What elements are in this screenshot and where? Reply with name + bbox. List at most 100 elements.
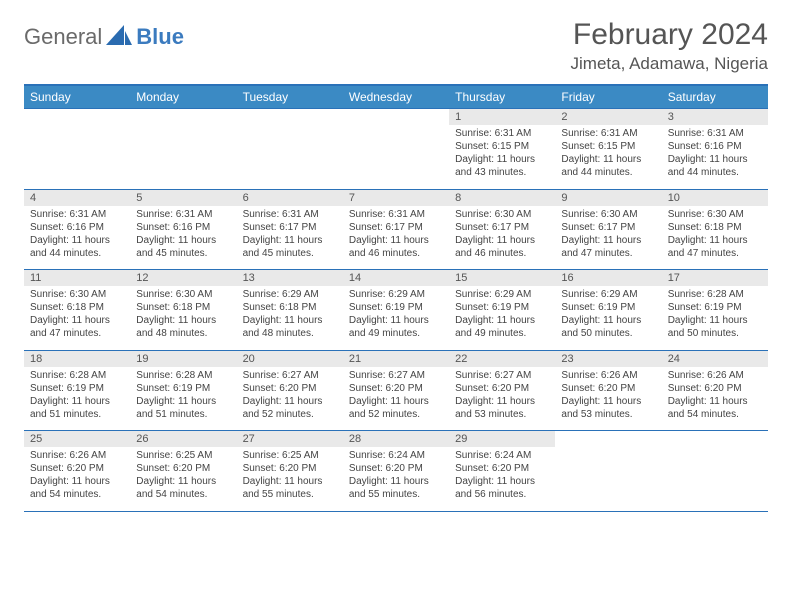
day-header: Wednesday <box>343 85 449 109</box>
day-details: Sunrise: 6:30 AMSunset: 6:18 PMDaylight:… <box>662 206 768 270</box>
daylight-text: Daylight: 11 hours and 51 minutes. <box>30 395 124 421</box>
sunrise-text: Sunrise: 6:28 AM <box>668 288 762 301</box>
day-details: Sunrise: 6:30 AMSunset: 6:18 PMDaylight:… <box>130 286 236 350</box>
sunrise-text: Sunrise: 6:24 AM <box>455 449 549 462</box>
day-details: Sunrise: 6:24 AMSunset: 6:20 PMDaylight:… <box>343 447 449 511</box>
day-number: 29 <box>449 431 555 448</box>
daylight-text: Daylight: 11 hours and 51 minutes. <box>136 395 230 421</box>
empty-cell <box>662 431 768 448</box>
day-number: 12 <box>130 270 236 287</box>
day-number-row: 2526272829 <box>24 431 768 448</box>
day-number: 3 <box>662 109 768 126</box>
sunset-text: Sunset: 6:19 PM <box>136 382 230 395</box>
day-details: Sunrise: 6:30 AMSunset: 6:17 PMDaylight:… <box>555 206 661 270</box>
sunrise-text: Sunrise: 6:29 AM <box>561 288 655 301</box>
sunrise-text: Sunrise: 6:31 AM <box>349 208 443 221</box>
daylight-text: Daylight: 11 hours and 54 minutes. <box>30 475 124 501</box>
daylight-text: Daylight: 11 hours and 47 minutes. <box>561 234 655 260</box>
sunrise-text: Sunrise: 6:27 AM <box>455 369 549 382</box>
sunrise-text: Sunrise: 6:30 AM <box>455 208 549 221</box>
daylight-text: Daylight: 11 hours and 53 minutes. <box>455 395 549 421</box>
calendar-table: SundayMondayTuesdayWednesdayThursdayFrid… <box>24 84 768 512</box>
day-details: Sunrise: 6:31 AMSunset: 6:17 PMDaylight:… <box>343 206 449 270</box>
day-details: Sunrise: 6:31 AMSunset: 6:16 PMDaylight:… <box>662 125 768 189</box>
day-details: Sunrise: 6:31 AMSunset: 6:15 PMDaylight:… <box>449 125 555 189</box>
day-detail-row: Sunrise: 6:28 AMSunset: 6:19 PMDaylight:… <box>24 367 768 431</box>
daylight-text: Daylight: 11 hours and 47 minutes. <box>668 234 762 260</box>
day-number: 4 <box>24 189 130 206</box>
day-number: 5 <box>130 189 236 206</box>
daylight-text: Daylight: 11 hours and 52 minutes. <box>349 395 443 421</box>
day-number: 22 <box>449 350 555 367</box>
sunset-text: Sunset: 6:16 PM <box>30 221 124 234</box>
sunrise-text: Sunrise: 6:30 AM <box>561 208 655 221</box>
daylight-text: Daylight: 11 hours and 49 minutes. <box>455 314 549 340</box>
day-details: Sunrise: 6:31 AMSunset: 6:16 PMDaylight:… <box>130 206 236 270</box>
sunset-text: Sunset: 6:20 PM <box>243 462 337 475</box>
sunrise-text: Sunrise: 6:26 AM <box>30 449 124 462</box>
day-details: Sunrise: 6:27 AMSunset: 6:20 PMDaylight:… <box>449 367 555 431</box>
sunset-text: Sunset: 6:17 PM <box>243 221 337 234</box>
day-details: Sunrise: 6:29 AMSunset: 6:19 PMDaylight:… <box>343 286 449 350</box>
sunrise-text: Sunrise: 6:30 AM <box>668 208 762 221</box>
sunrise-text: Sunrise: 6:31 AM <box>455 127 549 140</box>
sunrise-text: Sunrise: 6:29 AM <box>455 288 549 301</box>
sunrise-text: Sunrise: 6:26 AM <box>668 369 762 382</box>
sunrise-text: Sunrise: 6:30 AM <box>136 288 230 301</box>
sunset-text: Sunset: 6:20 PM <box>30 462 124 475</box>
sunset-text: Sunset: 6:19 PM <box>349 301 443 314</box>
day-number: 27 <box>237 431 343 448</box>
day-number: 25 <box>24 431 130 448</box>
day-number: 23 <box>555 350 661 367</box>
sunset-text: Sunset: 6:16 PM <box>136 221 230 234</box>
empty-cell <box>555 447 661 511</box>
sunset-text: Sunset: 6:17 PM <box>561 221 655 234</box>
day-number: 9 <box>555 189 661 206</box>
sunset-text: Sunset: 6:15 PM <box>455 140 549 153</box>
day-details: Sunrise: 6:24 AMSunset: 6:20 PMDaylight:… <box>449 447 555 511</box>
sunset-text: Sunset: 6:20 PM <box>349 382 443 395</box>
daylight-text: Daylight: 11 hours and 55 minutes. <box>243 475 337 501</box>
day-number: 6 <box>237 189 343 206</box>
daylight-text: Daylight: 11 hours and 52 minutes. <box>243 395 337 421</box>
day-details: Sunrise: 6:31 AMSunset: 6:17 PMDaylight:… <box>237 206 343 270</box>
day-details: Sunrise: 6:27 AMSunset: 6:20 PMDaylight:… <box>237 367 343 431</box>
sunrise-text: Sunrise: 6:31 AM <box>243 208 337 221</box>
empty-cell <box>130 109 236 126</box>
sunset-text: Sunset: 6:20 PM <box>455 462 549 475</box>
sunset-text: Sunset: 6:15 PM <box>561 140 655 153</box>
daylight-text: Daylight: 11 hours and 53 minutes. <box>561 395 655 421</box>
daylight-text: Daylight: 11 hours and 49 minutes. <box>349 314 443 340</box>
day-detail-row: Sunrise: 6:31 AMSunset: 6:16 PMDaylight:… <box>24 206 768 270</box>
day-details: Sunrise: 6:27 AMSunset: 6:20 PMDaylight:… <box>343 367 449 431</box>
sunrise-text: Sunrise: 6:26 AM <box>561 369 655 382</box>
daylight-text: Daylight: 11 hours and 44 minutes. <box>30 234 124 260</box>
sunrise-text: Sunrise: 6:27 AM <box>243 369 337 382</box>
day-number: 8 <box>449 189 555 206</box>
sunrise-text: Sunrise: 6:31 AM <box>668 127 762 140</box>
sunset-text: Sunset: 6:18 PM <box>30 301 124 314</box>
day-number-row: 123 <box>24 109 768 126</box>
day-details: Sunrise: 6:28 AMSunset: 6:19 PMDaylight:… <box>662 286 768 350</box>
day-number-row: 18192021222324 <box>24 350 768 367</box>
day-details: Sunrise: 6:25 AMSunset: 6:20 PMDaylight:… <box>237 447 343 511</box>
day-number: 1 <box>449 109 555 126</box>
day-header: Friday <box>555 85 661 109</box>
sunset-text: Sunset: 6:20 PM <box>349 462 443 475</box>
sunset-text: Sunset: 6:18 PM <box>243 301 337 314</box>
sunset-text: Sunset: 6:20 PM <box>561 382 655 395</box>
empty-cell <box>24 125 130 189</box>
day-number: 2 <box>555 109 661 126</box>
sunset-text: Sunset: 6:19 PM <box>668 301 762 314</box>
day-header: Sunday <box>24 85 130 109</box>
day-number: 16 <box>555 270 661 287</box>
daylight-text: Daylight: 11 hours and 44 minutes. <box>561 153 655 179</box>
daylight-text: Daylight: 11 hours and 43 minutes. <box>455 153 549 179</box>
day-number-row: 45678910 <box>24 189 768 206</box>
sunrise-text: Sunrise: 6:30 AM <box>30 288 124 301</box>
day-details: Sunrise: 6:29 AMSunset: 6:19 PMDaylight:… <box>555 286 661 350</box>
day-details: Sunrise: 6:28 AMSunset: 6:19 PMDaylight:… <box>130 367 236 431</box>
day-details: Sunrise: 6:30 AMSunset: 6:18 PMDaylight:… <box>24 286 130 350</box>
day-number: 15 <box>449 270 555 287</box>
logo-text-blue: Blue <box>136 24 184 50</box>
